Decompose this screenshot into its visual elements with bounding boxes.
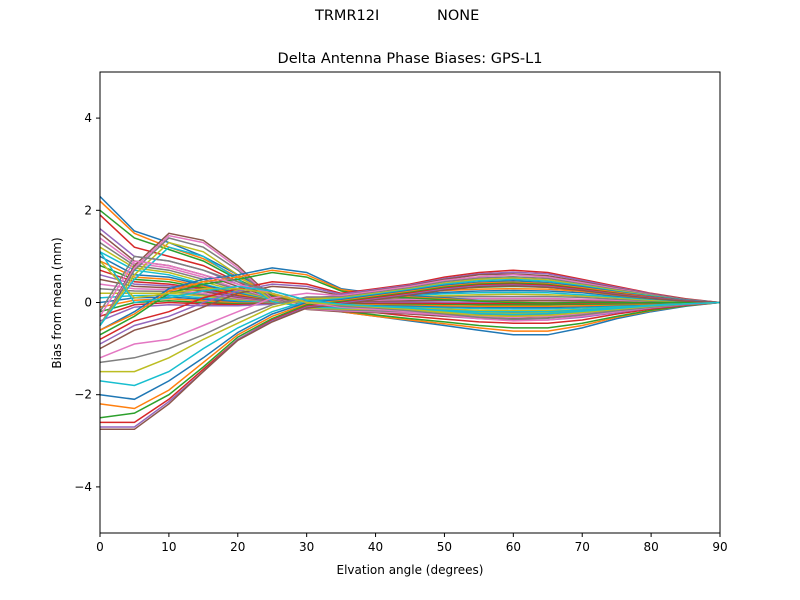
series-line: [99, 209, 721, 329]
x-tick-label: 30: [299, 540, 314, 554]
series-line: [99, 264, 721, 306]
figure-suptitle: TRMR12I NONE: [0, 8, 800, 30]
series-line: [99, 271, 721, 345]
x-tick-label: 40: [368, 540, 383, 554]
x-tick-label: 50: [437, 540, 452, 554]
series-line: [99, 269, 721, 341]
series-line: [99, 275, 721, 364]
series-line: [100, 277, 721, 373]
x-tick-label: 20: [230, 540, 245, 554]
x-tick-label: 80: [643, 540, 658, 554]
series-line: [99, 283, 721, 304]
series-line: [99, 200, 721, 332]
series-line: [99, 281, 721, 410]
series-line: [99, 274, 721, 359]
antenna-name: TRMR12I: [315, 8, 380, 24]
y-tick-label: −2: [74, 388, 92, 402]
x-axis-label: Elvation angle (degrees): [337, 563, 484, 577]
series-line: [99, 271, 720, 336]
plot-frame: [99, 71, 721, 534]
y-axis-ticks: −4 −2 0 2 4: [74, 111, 100, 494]
x-tick-label: 70: [575, 540, 590, 554]
series-line: [99, 260, 721, 318]
chart-title: Delta Antenna Phase Biases: GPS-L1: [278, 51, 543, 67]
series-line: [99, 255, 721, 320]
series-lines: [99, 195, 721, 431]
radome-name: NONE: [437, 8, 480, 24]
series-line: [99, 251, 721, 316]
x-tick-label: 0: [96, 540, 104, 554]
series-line: [99, 260, 721, 307]
x-tick-label: 10: [161, 540, 176, 554]
y-tick-label: 4: [84, 111, 92, 125]
y-tick-label: −4: [74, 480, 92, 494]
x-tick-label: 90: [712, 540, 727, 554]
series-line: [100, 285, 721, 431]
y-tick-label: 0: [84, 296, 92, 310]
x-axis-ticks: 0 10 20 30 40 50 60 70 80 90: [96, 533, 728, 554]
y-tick-label: 2: [84, 203, 92, 217]
x-tick-label: 60: [506, 540, 521, 554]
series-line: [99, 214, 721, 324]
series-line: [99, 260, 721, 322]
y-axis-label: Bias from mean (mm): [50, 237, 64, 368]
